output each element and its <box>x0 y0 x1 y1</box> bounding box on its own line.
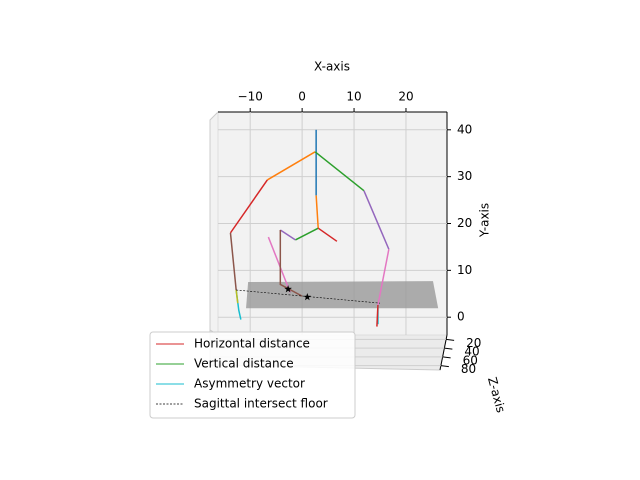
skeleton-segment <box>295 227 319 241</box>
x-tick-label: 20 <box>398 90 413 104</box>
x-tick-label: 0 <box>298 90 306 104</box>
z-tick <box>440 365 449 368</box>
y-axis-label: Y-axis <box>478 203 492 238</box>
y-tick-label: 20 <box>457 216 472 230</box>
y-tick-label: 10 <box>457 263 472 277</box>
x-axis-label: X-axis <box>314 60 350 74</box>
skeleton-segment <box>266 151 316 181</box>
star-marker <box>303 293 312 301</box>
sagittal-line <box>236 289 381 304</box>
legend-label: Sagittal intersect floor <box>194 397 328 411</box>
legend-label: Horizontal distance <box>194 337 310 351</box>
skeleton-segment <box>279 230 303 297</box>
skeleton-segment <box>229 232 237 291</box>
legend-box <box>149 331 356 419</box>
z-axis-label: Z-axis <box>485 375 508 414</box>
skeleton-segment <box>229 179 268 234</box>
z-tick <box>446 338 455 341</box>
skeleton-segment <box>376 304 379 327</box>
legend-label: Vertical distance <box>194 357 294 371</box>
z-tick <box>444 347 453 350</box>
star-marker <box>284 285 292 293</box>
z-tick-label: 40 <box>464 345 479 359</box>
z-tick-label: 20 <box>466 336 481 350</box>
skeleton-segment <box>314 151 365 192</box>
y-tick-label: 40 <box>457 122 472 136</box>
z-tick-label: 60 <box>463 353 478 367</box>
skeleton-segment <box>315 195 319 229</box>
skeleton-segment <box>235 289 239 304</box>
z-tick-label: 80 <box>461 362 476 376</box>
skeleton-segment <box>363 190 390 250</box>
z-tick <box>442 356 451 359</box>
z-axis-line <box>439 334 448 371</box>
legend: Horizontal distance Vertical distance Asym… <box>149 331 356 419</box>
skeleton-segment <box>377 249 390 306</box>
y-tick-label: 30 <box>457 169 472 183</box>
floor-plane <box>246 281 439 309</box>
x-tick-label: −10 <box>238 90 263 104</box>
x-tick-label: 10 <box>346 90 361 104</box>
y-tick-label: 0 <box>457 310 465 324</box>
legend-label: Asymmetry vector <box>194 377 305 391</box>
skeleton-segment <box>317 227 338 242</box>
left-pane <box>209 110 219 336</box>
skeleton-segment <box>279 229 296 241</box>
skeleton-segment <box>267 236 291 293</box>
